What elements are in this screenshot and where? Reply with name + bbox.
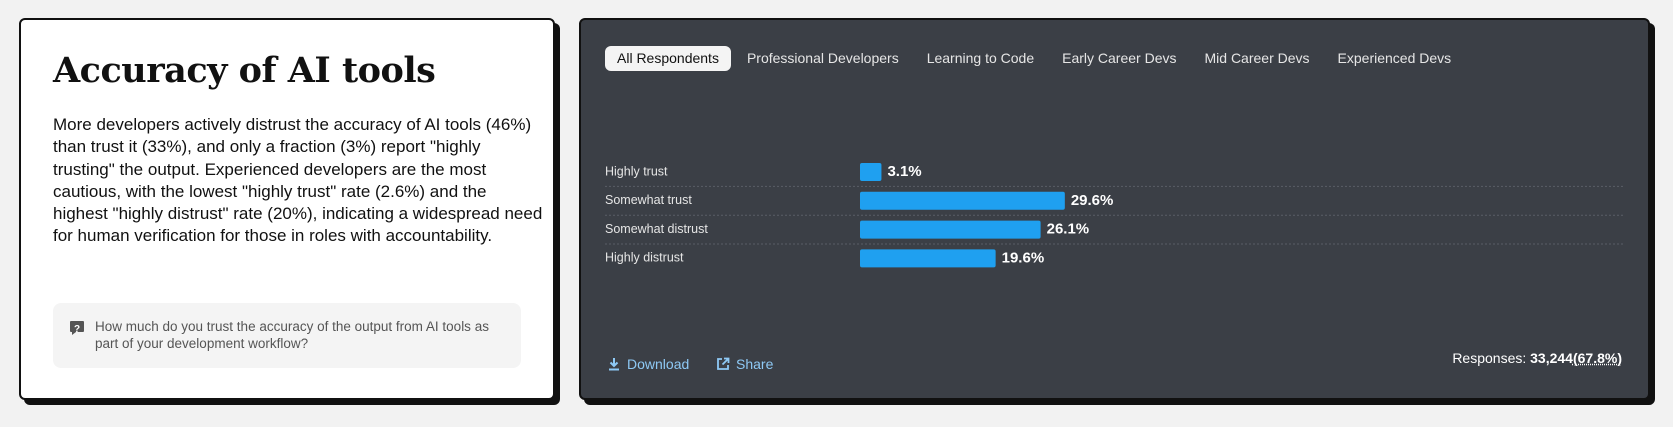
tab-bar: All Respondents Professional Developers Le… bbox=[605, 46, 1463, 71]
responses: Responses: 33,244(67.8%) bbox=[1452, 350, 1622, 366]
category-label: Somewhat distrust bbox=[605, 222, 708, 236]
bar bbox=[860, 163, 882, 181]
download-icon bbox=[609, 358, 619, 371]
bar bbox=[860, 249, 996, 268]
bar bbox=[860, 191, 1065, 210]
value-label: 19.6% bbox=[1002, 249, 1045, 266]
responses-count: 33,244 bbox=[1530, 350, 1573, 366]
share-button[interactable]: Share bbox=[716, 356, 773, 372]
responses-percent: (67.8%) bbox=[1572, 350, 1622, 366]
bar bbox=[860, 220, 1041, 239]
tab[interactable]: Professional Developers bbox=[746, 50, 899, 66]
question-icon: ? bbox=[70, 321, 84, 335]
info-card: Accuracy of AI tools More developers act… bbox=[19, 18, 555, 400]
tab[interactable]: Early Career Devs bbox=[1062, 50, 1177, 66]
question-text: How much do you trust the accuracy of th… bbox=[95, 319, 489, 351]
chart-card: Highly trust 3.1% Somewhat trust 29.6% Somew… bbox=[579, 18, 1650, 400]
category-label: Somewhat trust bbox=[605, 193, 692, 207]
tab[interactable]: Mid Career Devs bbox=[1204, 50, 1310, 66]
card-title: Accuracy of AI tools bbox=[53, 50, 436, 91]
share-icon bbox=[717, 357, 730, 370]
category-label: Highly distrust bbox=[605, 251, 684, 265]
chart: Highly trust 3.1% Somewhat trust 29.6% Somew… bbox=[605, 163, 1623, 268]
question-box: ? How much do you trust the accuracy of … bbox=[53, 303, 521, 368]
tab[interactable]: Learning to Code bbox=[926, 50, 1035, 66]
category-label: Highly trust bbox=[605, 164, 668, 178]
value-label: 29.6% bbox=[1071, 192, 1114, 209]
share-label: Share bbox=[736, 356, 774, 372]
tab[interactable]: All Respondents bbox=[605, 46, 731, 71]
svg-text:?: ? bbox=[74, 324, 80, 335]
value-label: 26.1% bbox=[1047, 221, 1090, 238]
download-button[interactable]: Download bbox=[607, 356, 689, 372]
value-label: 3.1% bbox=[887, 163, 921, 180]
card-body: More developers actively distrust the ac… bbox=[53, 115, 543, 246]
tab[interactable]: Experienced Devs bbox=[1337, 50, 1452, 66]
responses-label: Responses: bbox=[1452, 350, 1527, 366]
download-label: Download bbox=[627, 356, 690, 372]
